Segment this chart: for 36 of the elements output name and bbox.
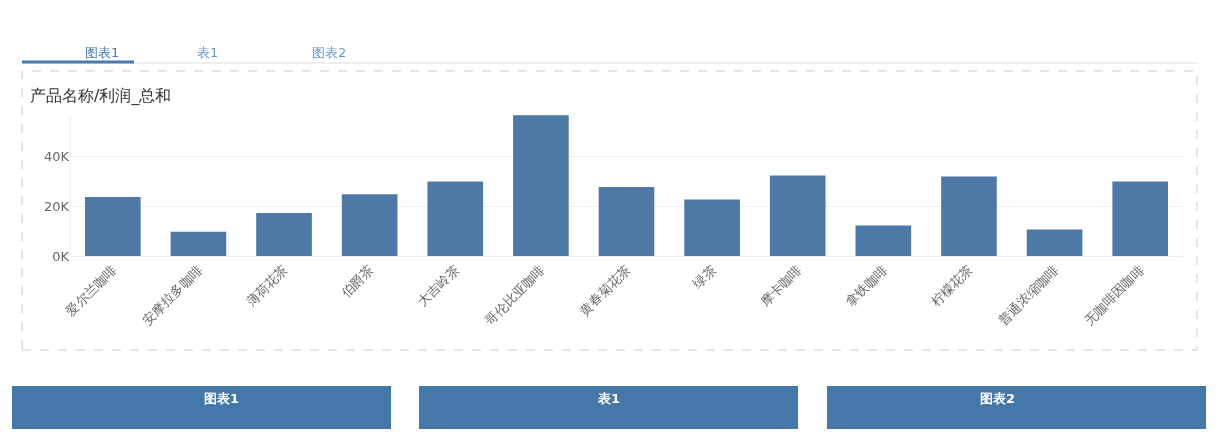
x-tick-label: 大吉岭茶	[414, 262, 462, 310]
bar	[769, 175, 826, 256]
bar	[684, 199, 740, 256]
bar	[941, 176, 997, 256]
bar	[341, 194, 398, 256]
x-tick-label: 安摩拉多咖啡	[139, 262, 206, 328]
bar	[84, 197, 141, 256]
x-tick-label: 拿铁咖啡	[842, 262, 891, 310]
x-tick-label: 摩卡咖啡	[757, 262, 805, 310]
y-tick-label: 20K	[43, 198, 70, 214]
bar	[1112, 181, 1169, 256]
x-tick-label: 伯爵茶	[337, 262, 377, 302]
text: 图表2	[980, 391, 1016, 406]
chart-title: 产品名称/利润_总和	[30, 85, 172, 106]
x-tick-label: 无咖啡因咖啡	[1081, 262, 1147, 328]
text: 表1	[197, 45, 219, 60]
x-tick-label: 黄春菊花茶	[576, 262, 634, 319]
bar	[855, 225, 912, 256]
bar	[170, 231, 227, 256]
x-tick-label: 哥伦比亚咖啡	[481, 262, 548, 328]
bar	[256, 213, 312, 256]
bar	[1026, 229, 1083, 256]
x-tick-label: 普通浓缩咖啡	[995, 262, 1062, 328]
x-tick-label: 绿茶	[689, 262, 719, 292]
bar	[427, 181, 484, 256]
text: 图表1	[85, 45, 120, 60]
y-tick-label: 0K	[52, 248, 70, 264]
text: 图表1	[204, 391, 240, 406]
x-tick-label: 薄荷花茶	[243, 262, 291, 310]
text: 图表2	[312, 45, 347, 60]
bar	[513, 115, 569, 256]
x-tick-label: 爱尔兰咖啡	[62, 262, 120, 319]
text: 表1	[597, 391, 621, 406]
x-tick-label: 柠檬花茶	[928, 262, 976, 310]
bar	[598, 187, 655, 256]
y-tick-label: 40K	[43, 148, 70, 164]
